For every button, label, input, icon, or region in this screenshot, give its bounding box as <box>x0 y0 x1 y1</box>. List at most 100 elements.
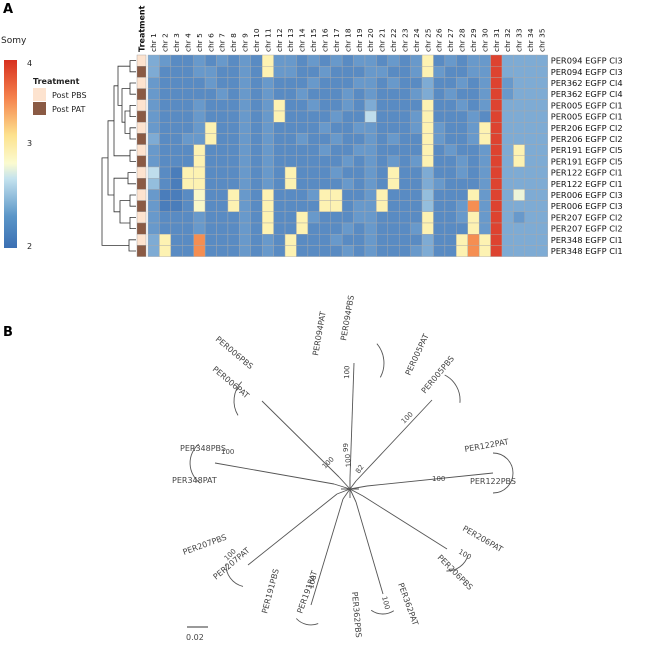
heatmap-cell-r15-c27 <box>444 211 457 224</box>
heatmap-cell-r7-c31 <box>490 121 503 134</box>
heatmap-cell-r16-c20 <box>364 222 377 235</box>
heatmap-cell-r13-c22 <box>387 189 400 201</box>
heatmap-cell-r2-c31 <box>490 65 503 78</box>
heatmap-cell-r1-c29 <box>467 54 480 67</box>
heatmap-cell-r8-c13 <box>284 133 297 145</box>
heatmap-cell-r15-c33 <box>513 211 526 224</box>
heatmap-cell-r14-c14 <box>296 200 309 213</box>
heatmap-cell-r17-c19 <box>353 233 366 246</box>
heatmap-cell-r10-c1 <box>147 155 160 168</box>
heatmap-cell-r3-c14 <box>296 77 309 89</box>
column-label-chr-30: chr 30 <box>480 28 489 52</box>
heatmap-cell-r8-c20 <box>364 133 377 145</box>
heatmap-cell-r4-c26 <box>433 88 446 100</box>
heatmap-cell-r12-c14 <box>296 177 309 190</box>
tree-leaf-label-4: PER005PBS <box>420 354 456 395</box>
heatmap-cell-r9-c3 <box>170 144 183 157</box>
heatmap-cell-r1-c1 <box>147 54 160 67</box>
heatmap-cell-r7-c20 <box>364 121 377 134</box>
heatmap-cell-r5-c13 <box>284 99 297 112</box>
heatmap-cell-r12-c26 <box>433 177 446 190</box>
heatmap-cell-r10-c12 <box>273 155 286 168</box>
somy-legend: Somy 4 3 2 <box>1 36 32 251</box>
tree-leaf-label-14: PER207PBS <box>182 533 228 557</box>
column-label-chr-12: chr 12 <box>275 28 284 52</box>
tree-leaf-label-17: PER006PAT <box>211 365 251 401</box>
heatmap-cell-r15-c32 <box>501 211 514 224</box>
heatmap-cell-r10-c3 <box>170 155 183 168</box>
heatmap-cell-r17-c21 <box>376 233 389 246</box>
heatmap-cell-r9-c26 <box>433 144 446 157</box>
heatmap-cell-r4-c14 <box>296 88 309 100</box>
column-label-chr-20: chr 20 <box>366 28 375 52</box>
heatmap-cell-r6-c21 <box>376 110 389 123</box>
tree-leaf-label-18: PER006PBS <box>214 335 255 371</box>
heatmap-cell-r4-c32 <box>501 88 514 100</box>
heatmap-cell-r5-c16 <box>319 99 331 112</box>
heatmap-cell-r3-c23 <box>399 77 411 89</box>
heatmap-cell-r3-c22 <box>387 77 400 89</box>
heatmap-cell-r15-c35 <box>536 211 548 224</box>
heatmap-cell-r4-c8 <box>227 88 240 100</box>
heatmap-cell-r15-c12 <box>273 211 286 224</box>
heatmap-cell-r9-c19 <box>353 144 366 157</box>
heatmap-cell-r16-c1 <box>147 222 160 235</box>
heatmap-cell-r17-c9 <box>239 233 251 246</box>
heatmap-cell-r6-c30 <box>478 110 491 123</box>
heatmap-cell-r17-c33 <box>513 233 526 246</box>
heatmap-cell-r13-c12 <box>273 189 286 201</box>
heatmap-cell-r16-c24 <box>410 222 423 235</box>
heatmap-cell-r12-c34 <box>524 177 537 190</box>
heatmap-cell-r1-c19 <box>353 54 366 67</box>
somy-legend-title: Somy <box>1 36 27 46</box>
heatmap-cell-r15-c4 <box>182 211 194 224</box>
dendrogram-branch <box>129 149 136 162</box>
dendrogram-branch <box>128 239 136 252</box>
heatmap-cell-r8-c16 <box>319 133 331 145</box>
heatmap-cell-r8-c35 <box>536 133 548 145</box>
heatmap-cell-r16-c11 <box>262 222 274 235</box>
dendrogram-branch <box>129 105 136 117</box>
heatmap-cell-r18-c33 <box>513 245 526 257</box>
heatmap-cell-r7-c33 <box>513 121 526 134</box>
heatmap-cell-r10-c28 <box>456 155 468 168</box>
heatmap-cell-r8-c23 <box>399 133 411 145</box>
heatmap-cell-r4-c5 <box>193 88 206 100</box>
heatmap-cell-r7-c3 <box>170 121 183 134</box>
heatmap-cell-r17-c11 <box>262 233 274 246</box>
bootstrap-value-3: 100 <box>400 410 415 425</box>
column-label-chr-31: chr 31 <box>492 28 501 52</box>
heatmap-cell-r16-c31 <box>490 222 503 235</box>
heatmap-cell-r18-c31 <box>490 245 503 257</box>
heatmap-cell-r2-c6 <box>204 65 217 78</box>
heatmap-cell-r18-c9 <box>239 245 251 257</box>
heatmap-cell-r8-c14 <box>296 133 309 145</box>
heatmap-cell-r12-c21 <box>376 177 389 190</box>
heatmap-cell-r6-c5 <box>193 110 206 123</box>
heatmap-cell-r13-c25 <box>421 189 434 201</box>
heatmap-cell-r13-c7 <box>216 189 229 201</box>
treatment-legend: Treatment Post PBS Post PAT <box>33 77 87 115</box>
heatmap-cell-r10-c26 <box>433 155 446 168</box>
row-label-3: PER362 EGFP Cl4 <box>551 78 623 88</box>
heatmap-cell-r13-c9 <box>239 189 251 201</box>
heatmap-cell-r12-c31 <box>490 177 503 190</box>
heatmap-cell-r3-c18 <box>341 77 354 89</box>
heatmap-cell-r18-c29 <box>467 245 480 257</box>
heatmap-cell-r8-c32 <box>501 133 514 145</box>
heatmap-cell-r1-c6 <box>204 54 217 67</box>
treatment-legend-title: Treatment <box>33 77 80 86</box>
heatmap-cell-r9-c6 <box>204 144 217 157</box>
heatmap-cell-r11-c35 <box>536 166 548 179</box>
heatmap-cell-r7-c4 <box>182 121 194 134</box>
heatmap-cell-r18-c27 <box>444 245 457 257</box>
heatmap-cell-r12-c32 <box>501 177 514 190</box>
heatmap-cell-r15-c24 <box>410 211 423 224</box>
bootstrap-value-12: 100 <box>321 455 336 470</box>
heatmap-cell-r11-c9 <box>239 166 251 179</box>
heatmap-cell-r6-c20 <box>364 110 377 123</box>
heatmap-cell-r1-c4 <box>182 54 194 67</box>
heatmap-cell-r2-c15 <box>307 65 320 78</box>
heatmap-cell-r15-c7 <box>216 211 229 224</box>
heatmap-cell-r2-c8 <box>227 65 240 78</box>
